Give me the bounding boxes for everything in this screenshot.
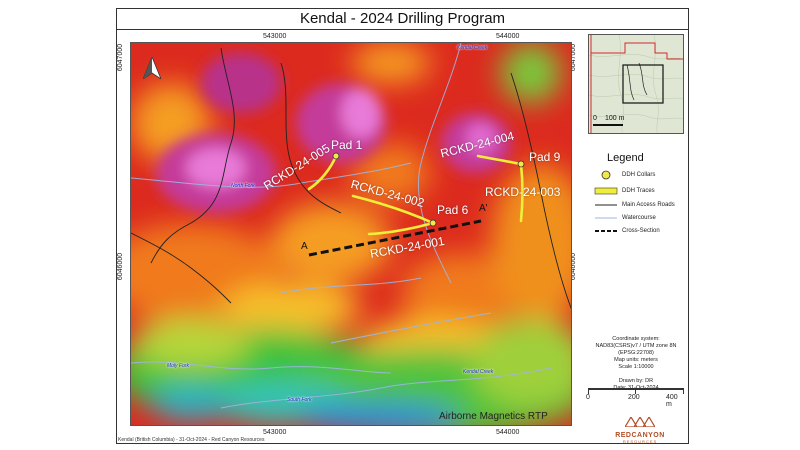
inset-scale-zero: 0 — [593, 115, 597, 122]
coord-top-x-2: 544000 — [496, 33, 520, 40]
scale-tick-0 — [588, 388, 589, 394]
pad-label-6: Pad 6 — [437, 203, 469, 217]
legend-item-traces: DDH Traces — [594, 186, 655, 196]
coord-left-y-1: 6047000 — [117, 43, 125, 72]
legend-label-collars: DDH Collars — [622, 172, 656, 178]
scale-label-0: 0 — [586, 394, 590, 401]
legend-label-section: Cross-Section — [622, 228, 660, 234]
company-logo: REDCANYON RESOURCES — [610, 414, 670, 444]
trace-rckd-24-004 — [476, 154, 522, 166]
north-arrow-icon — [143, 57, 161, 79]
scale-tick-400 — [683, 388, 684, 394]
legend-title: Legend — [607, 152, 644, 164]
magnetics-map[interactable]: A A' Pad 1 Pad 6 Pad 9 RCKD-24-005 RCKD-… — [130, 42, 572, 426]
scale-label-200: 200 — [628, 394, 640, 401]
hole-label-rckd-24-003: RCKD-24-003 — [485, 185, 561, 199]
scale-bar-line — [588, 388, 684, 390]
scale-tick-200 — [635, 388, 636, 394]
legend-item-watercourse: Watercourse — [594, 213, 656, 223]
info-line-5: Scale 1:10000 — [618, 364, 654, 370]
water-label-kendal-creek-north: Kendal Creek — [457, 45, 488, 51]
trace-rckd-24-003 — [519, 162, 524, 223]
legend-item-collars: DDH Collars — [594, 170, 655, 180]
watercourse-symbol-icon — [595, 217, 617, 219]
pad-label-1: Pad 1 — [331, 138, 363, 152]
legend-label-roads: Main Access Roads — [622, 202, 675, 208]
water-label-south-fork: South Fork — [287, 397, 312, 403]
info-line-4: Map units: meters — [614, 357, 658, 363]
inset-terrain — [589, 35, 683, 133]
logo-sub: RESOURCES — [622, 439, 658, 444]
drill-overlay — [307, 152, 525, 257]
logo-name: REDCANYON — [615, 432, 665, 439]
coord-bottom-x-2: 544000 — [496, 429, 520, 436]
trace-rckd-24-002 — [351, 194, 435, 225]
trace-rckd-24-001 — [367, 221, 435, 236]
info-line-1: Coordinate system: — [612, 336, 660, 342]
magnetics-raster — [131, 43, 571, 425]
collar-pad-9 — [517, 160, 525, 168]
collar-pad-1 — [332, 152, 340, 160]
coord-top-x-1: 543000 — [263, 33, 287, 40]
inset-map[interactable]: 0 100 m — [588, 34, 684, 134]
legend-label-watercourse: Watercourse — [622, 215, 656, 221]
section-label-start: A — [301, 241, 308, 252]
coordinate-info: Coordinate system: NAD83(CSRS)v7 / UTM z… — [588, 336, 684, 371]
footer-text: Kendal (British Columbia) - 31-Oct-2024 … — [118, 437, 265, 443]
pad-label-9: Pad 9 — [529, 150, 561, 164]
inset-scale-label: 100 m — [605, 115, 625, 122]
map-title: Kendal - 2024 Drilling Program — [116, 8, 689, 30]
section-label-end: A' — [479, 203, 488, 214]
logo-mark-icon — [623, 415, 657, 428]
info-line-2: NAD83(CSRS)v7 / UTM zone 8N — [595, 343, 677, 349]
inset-scale-bar — [593, 124, 623, 126]
water-label-north-fork: North Fork — [231, 183, 255, 189]
coord-bottom-x-1: 543000 — [263, 429, 287, 436]
legend-item-roads: Main Access Roads — [594, 200, 675, 210]
collar-symbol-icon — [601, 170, 611, 180]
scale-label-400: 400 m — [666, 394, 678, 408]
legend-label-traces: DDH Traces — [622, 188, 655, 194]
scale-bar: 0 200 400 m — [586, 388, 684, 408]
road-symbol-icon — [595, 204, 617, 206]
legend-item-section: Cross-Section — [594, 226, 660, 236]
trace-symbol-icon — [594, 187, 618, 195]
water-label-moly-fork: Moly Fork — [167, 363, 189, 369]
info-line-3: (EPSG:22708) — [618, 350, 654, 356]
map-layer-label: Airborne Magnetics RTP — [439, 411, 548, 422]
section-symbol-icon — [595, 230, 617, 232]
coord-left-y-2: 6046000 — [117, 252, 125, 281]
drawn-line-1: Drawn by: DR — [618, 378, 654, 384]
water-label-kendal-creek-south: Kendal Creek — [463, 369, 494, 375]
collar-pad-6 — [429, 219, 437, 227]
